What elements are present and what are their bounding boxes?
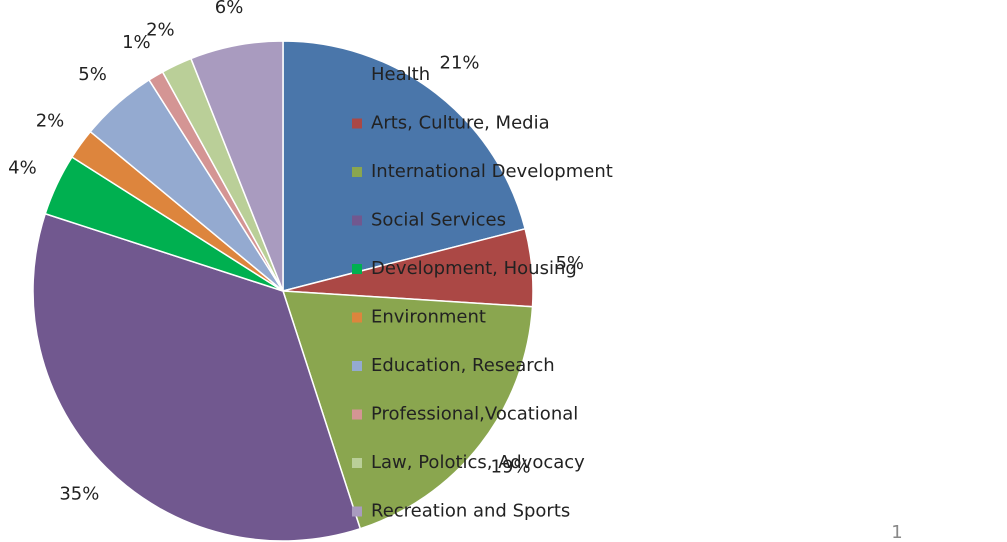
- data-label: 2%: [36, 111, 65, 132]
- legend-label: Health: [371, 64, 430, 85]
- data-label: 21%: [440, 52, 480, 73]
- legend-label: Professional,Vocational: [371, 404, 578, 425]
- legend-label: International Development: [371, 161, 613, 182]
- data-label: 6%: [215, 0, 244, 18]
- legend-label: Development, Housing: [371, 258, 577, 279]
- legend-swatch: [352, 458, 362, 468]
- data-label: 35%: [59, 484, 99, 505]
- pie-slice: [282, 40, 527, 292]
- legend-swatch: [352, 506, 362, 517]
- pie-slice: [189, 40, 284, 292]
- legend-label: Arts, Culture, Media: [371, 113, 550, 134]
- data-label: 4%: [8, 157, 37, 178]
- slide-number: 1: [891, 522, 902, 542]
- legend-label: Law, Polotics, Advocacy: [371, 452, 585, 473]
- data-label: 5%: [78, 64, 107, 85]
- data-label: 19%: [491, 457, 531, 478]
- data-label: 5%: [555, 253, 584, 274]
- data-label: 1%: [122, 32, 151, 53]
- pie-slice: [32, 212, 362, 542]
- legend-swatch: [352, 312, 362, 323]
- legend-label: Social Services: [371, 210, 506, 231]
- legend-swatch: [352, 215, 362, 226]
- legend-swatch: [352, 167, 362, 177]
- legend-swatch: [352, 118, 362, 129]
- legend-label: Recreation and Sports: [371, 501, 570, 522]
- legend-swatch: [352, 361, 362, 371]
- legend-label: Education, Research: [371, 355, 555, 376]
- legend-swatch: [352, 409, 362, 420]
- pie-slice: [281, 290, 534, 530]
- legend-label: Environment: [371, 307, 486, 328]
- legend-swatch: [352, 70, 362, 80]
- data-label: 2%: [146, 19, 175, 40]
- legend-swatch: [352, 264, 362, 274]
